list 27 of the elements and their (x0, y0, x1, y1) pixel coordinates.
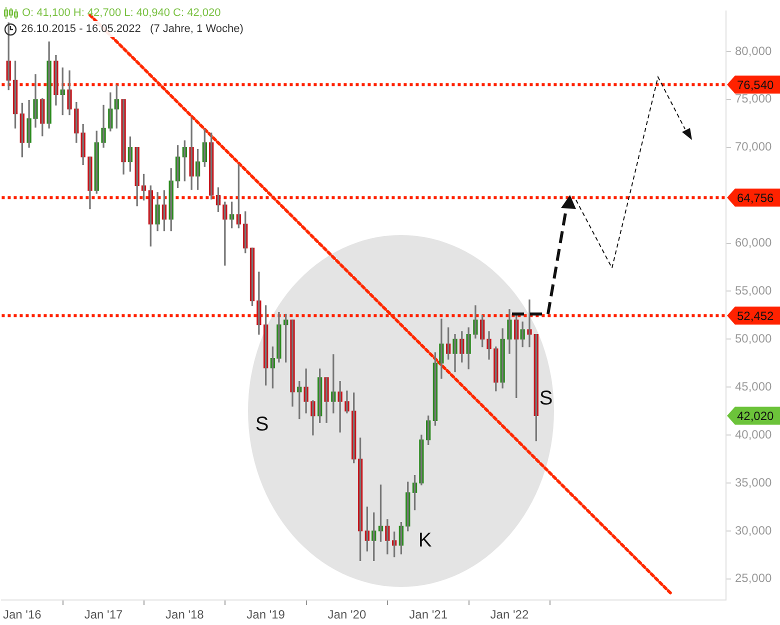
x-tick-label: Jan '17 (84, 608, 124, 622)
x-tick-label: Jan '20 (328, 608, 366, 622)
y-tick-label: 75,000 (735, 92, 772, 106)
y-tick-label: 40,000 (735, 427, 772, 442)
y-tick-label: 25,000 (735, 571, 772, 586)
y-tick-label: 30,000 (735, 523, 772, 538)
y-tick-label: 60,000 (735, 236, 772, 250)
y-tick-label: 50,000 (735, 331, 772, 346)
annotation: K (418, 530, 432, 552)
text: 26.10.2015 - 16.05.2022 (7 Jahre, 1 Woche) (21, 21, 244, 37)
x-tick-label: Jan '18 (166, 608, 204, 622)
annotation: S (255, 414, 269, 436)
ref-line-label: 76,540 (737, 78, 774, 92)
x-tick-label: Jan '19 (246, 608, 286, 622)
annotation: S (539, 388, 553, 410)
y-tick-label: 45,000 (735, 379, 772, 394)
ref-line-label: 52,452 (737, 308, 774, 323)
y-tick-label: 80,000 (735, 44, 772, 58)
ref-line-label: 64,756 (737, 190, 774, 205)
y-tick-label: 35,000 (735, 475, 772, 490)
x-tick-label: Jan '16 (2, 608, 42, 622)
x-tick-label: Jan '21 (409, 608, 448, 622)
x-tick-label: Jan '22 (490, 608, 529, 622)
text: 42,020 (737, 409, 774, 423)
chart-title: O: 41,100 H: 42,700 L: 40,940 C: 42,020 (22, 6, 221, 21)
y-tick-label: 70,000 (735, 140, 772, 154)
y-tick-label: 55,000 (735, 284, 772, 298)
